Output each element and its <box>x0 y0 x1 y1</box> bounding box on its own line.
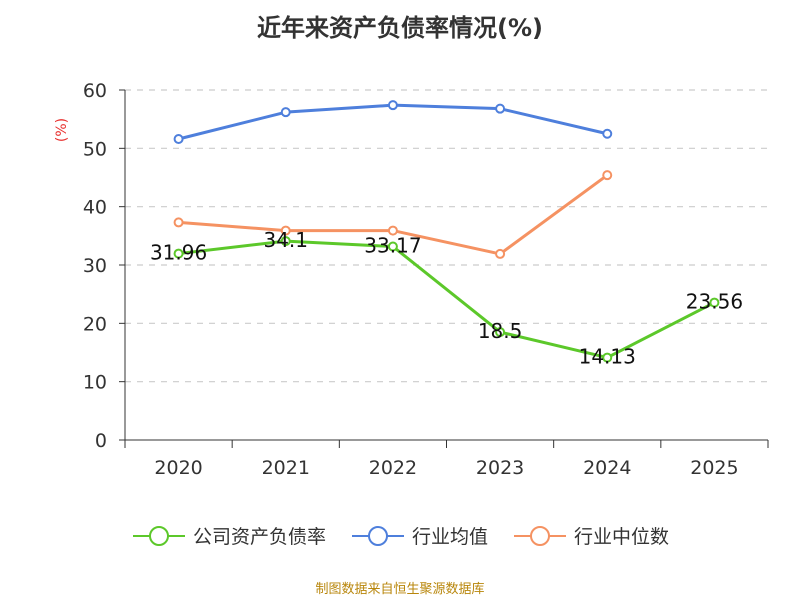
source-note: 制图数据来自恒生聚源数据库 <box>315 582 485 597</box>
legend-circle <box>367 525 388 546</box>
data-label: 18.5 <box>478 319 523 343</box>
data-point <box>709 297 720 308</box>
y-axis-label: (%) <box>54 118 70 142</box>
series-line-0 <box>178 239 716 360</box>
y-tick-label: 40 <box>83 197 107 219</box>
x-tick-label: 2024 <box>583 457 631 479</box>
data-point <box>173 248 184 259</box>
legend-marker-icon <box>351 525 404 546</box>
y-tick-label: 30 <box>83 255 107 277</box>
x-tick-label: 2023 <box>476 457 524 479</box>
x-tick-label: 2025 <box>690 457 738 479</box>
y-tick-label: 60 <box>83 80 107 102</box>
data-point <box>173 134 184 144</box>
axes: 0 10 20 30 40 50 60 2020 2021 2022 2023 2024 2025 (%) <box>54 80 769 479</box>
grid-lines <box>125 89 768 383</box>
data-point <box>387 225 398 236</box>
legend-label: 行业中位数 <box>574 526 670 548</box>
series-lines <box>173 100 720 363</box>
data-point <box>602 170 613 181</box>
series-line-1 <box>178 103 608 141</box>
data-point <box>280 107 291 118</box>
legend-circle <box>530 525 550 546</box>
data-point <box>495 327 506 338</box>
x-tick-label: 2021 <box>262 457 310 479</box>
y-tick-label: 20 <box>83 313 107 335</box>
data-point <box>602 128 613 139</box>
data-label: 33.17 <box>364 234 421 258</box>
y-tick-label: 0 <box>95 430 107 452</box>
data-point <box>602 352 613 363</box>
x-tick-label: 2020 <box>154 457 202 479</box>
legend-item: 行业均值 <box>350 522 488 549</box>
chart-legend: 公司资产负债率 行业均值 行业中位数 <box>0 522 800 549</box>
y-tick-label: 10 <box>83 372 107 394</box>
legend-label: 行业均值 <box>411 526 488 548</box>
chart-title: 近年来资产负债率情况(%) <box>257 14 543 42</box>
data-point <box>495 248 506 259</box>
legend-circle <box>148 525 169 546</box>
x-tick-label: 2022 <box>369 457 417 479</box>
y-tick-label: 50 <box>83 138 107 160</box>
legend-item: 公司资产负债率 <box>131 522 326 549</box>
data-point <box>173 217 184 228</box>
legend-marker-icon <box>132 525 185 546</box>
data-label: 23.56 <box>686 290 743 314</box>
legend-item: 行业中位数 <box>512 522 669 549</box>
data-point <box>280 225 291 236</box>
data-point <box>280 236 291 247</box>
data-labels: 31.96 34.1 33.17 18.5 14.13 23.56 <box>150 228 743 368</box>
data-label: 31.96 <box>150 241 207 265</box>
data-point <box>387 241 398 252</box>
data-point <box>495 103 506 114</box>
data-point <box>387 100 398 111</box>
data-label: 34.1 <box>263 228 308 252</box>
data-label: 14.13 <box>579 345 636 369</box>
legend-label: 公司资产负债率 <box>192 526 326 548</box>
legend-marker-icon <box>514 525 566 546</box>
